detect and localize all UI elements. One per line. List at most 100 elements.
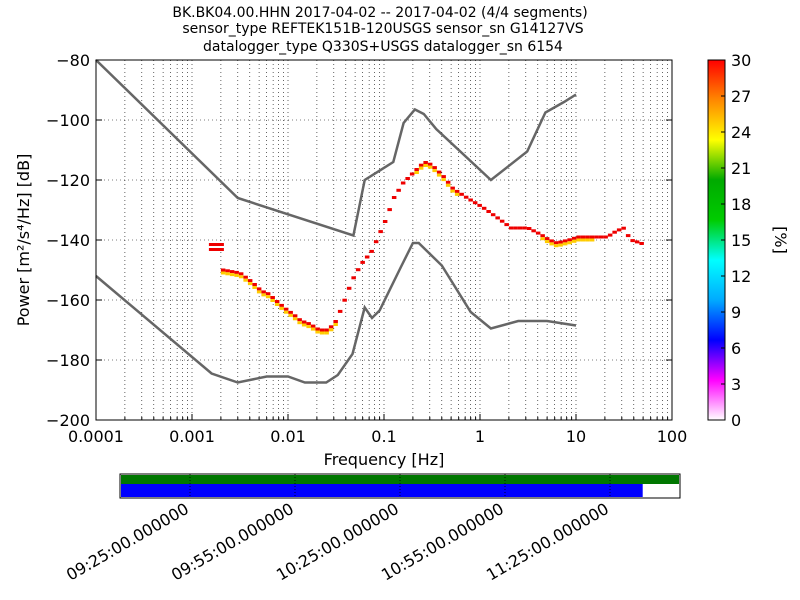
psd-cell — [585, 235, 590, 239]
psd-cell — [490, 213, 496, 217]
x-tick-label: 10 — [566, 427, 586, 446]
psd-cell — [328, 325, 334, 329]
psd-cell — [208, 248, 224, 251]
psd-cell — [346, 286, 352, 290]
coverage-green-band — [121, 475, 679, 484]
title-line-3: datalogger_type Q330S+USGS datalogger_sn… — [203, 39, 563, 55]
psd-cell — [342, 298, 347, 302]
psd-cell — [612, 230, 617, 234]
grid-lines — [96, 60, 672, 420]
psd-cell — [450, 186, 455, 190]
psd-cell — [409, 172, 415, 176]
psd-cell — [261, 290, 266, 294]
psd-cell — [243, 278, 248, 282]
psd-cell — [265, 295, 271, 299]
psd-cell — [315, 330, 320, 334]
psd-cell — [333, 323, 338, 326]
y-tick-label: −100 — [46, 111, 90, 130]
x-tick-label: 100 — [657, 427, 688, 446]
psd-cell — [328, 328, 334, 332]
high-noise-model-line — [95, 59, 577, 238]
psd-cell — [481, 206, 487, 210]
colorbar-tick-label: 24 — [731, 123, 751, 142]
title-line-1: BK.BK04.00.HHN 2017-04-02 -- 2017-04-02 … — [172, 5, 587, 21]
x-tick-label: 0.1 — [371, 427, 396, 446]
psd-cell — [297, 321, 302, 325]
title-line-2: sensor_type REFTEK151B-120USGS sensor_sn… — [182, 21, 583, 37]
psd-cell — [279, 303, 284, 307]
psd-cell — [558, 240, 563, 244]
psd-cell — [427, 162, 433, 166]
psd-cell — [225, 272, 230, 276]
y-tick-label: −200 — [46, 411, 90, 430]
chart-title: BK.BK04.00.HHN 2017-04-02 -- 2017-04-02 … — [172, 5, 587, 55]
psd-cell — [301, 323, 307, 327]
psd-cell — [319, 331, 325, 335]
psd-cell — [436, 173, 442, 177]
psd-cell — [247, 282, 253, 286]
psd-cell — [427, 165, 433, 169]
colorbar-label: [%] — [771, 226, 790, 254]
psd-cell — [423, 164, 428, 167]
psd-cell — [252, 283, 257, 286]
psd-cell — [333, 320, 338, 323]
psd-cell — [454, 189, 460, 193]
noise-models — [95, 59, 577, 384]
psd-cell — [418, 163, 424, 167]
colorbar-tick-label: 18 — [731, 195, 751, 214]
psd-cell — [301, 320, 307, 324]
psd-cell — [576, 235, 581, 239]
psd-cell — [414, 171, 419, 174]
y-tick-label: −80 — [56, 51, 90, 70]
colorbar-tick-label: 9 — [731, 303, 741, 322]
psd-cell — [499, 219, 505, 223]
psd-cell — [553, 241, 559, 245]
psd-cell — [607, 233, 613, 237]
psd-cell — [544, 237, 550, 241]
psd-cell — [567, 238, 572, 242]
psd-cell — [594, 235, 599, 239]
psd-cell — [468, 198, 473, 202]
psd-cell — [400, 181, 406, 185]
psd-cell — [229, 273, 235, 277]
psd-cell — [396, 188, 401, 192]
colorbar-tick-label: 3 — [731, 375, 741, 394]
psd-cell — [324, 328, 329, 332]
psd-cell — [621, 226, 626, 230]
y-axis-label: Power [m²/s⁴/Hz] [dB] — [14, 154, 33, 327]
psd-cell — [616, 228, 622, 232]
colorbar-tick-label: 27 — [731, 87, 751, 106]
psd-cell — [589, 238, 595, 242]
x-tick-label: 0.01 — [270, 427, 306, 446]
colorbar-tick-label: 21 — [731, 159, 751, 178]
psd-cell — [562, 242, 568, 246]
psd-cell — [208, 243, 224, 246]
colorbar: 0 3 6 9 12 15 18 21 24 27 30 [%] — [707, 51, 790, 430]
psd-cell — [274, 300, 280, 303]
psd-cell — [549, 242, 554, 246]
psd-cell — [486, 210, 491, 213]
psd-cell — [535, 231, 541, 235]
psd-cell — [283, 310, 289, 314]
psd-cell — [585, 238, 590, 242]
psd-cell — [220, 268, 226, 272]
psd-cell — [603, 235, 608, 239]
colorbar-tick-label: 12 — [731, 267, 751, 286]
psd-cell — [436, 170, 442, 174]
y-axis-ticks: −80 −100 −120 −140 −160 −180 −200 — [46, 51, 672, 430]
psd-cell — [598, 235, 604, 239]
psd-cell — [351, 276, 356, 280]
psd-cell — [463, 195, 469, 199]
psd-cell — [508, 226, 514, 230]
psd-cell — [283, 307, 289, 311]
psd-cell — [238, 275, 244, 279]
psd-cell — [522, 226, 527, 230]
psd-cell — [265, 292, 271, 296]
data-coverage-bar: 09:25:00.00000009:55:00.00000010:25:00.0… — [63, 473, 681, 584]
psd-cell — [270, 296, 275, 299]
psd-cell — [513, 226, 518, 230]
psd-cell — [234, 273, 239, 277]
psd-cell — [261, 293, 266, 297]
psd-cell — [562, 239, 568, 243]
